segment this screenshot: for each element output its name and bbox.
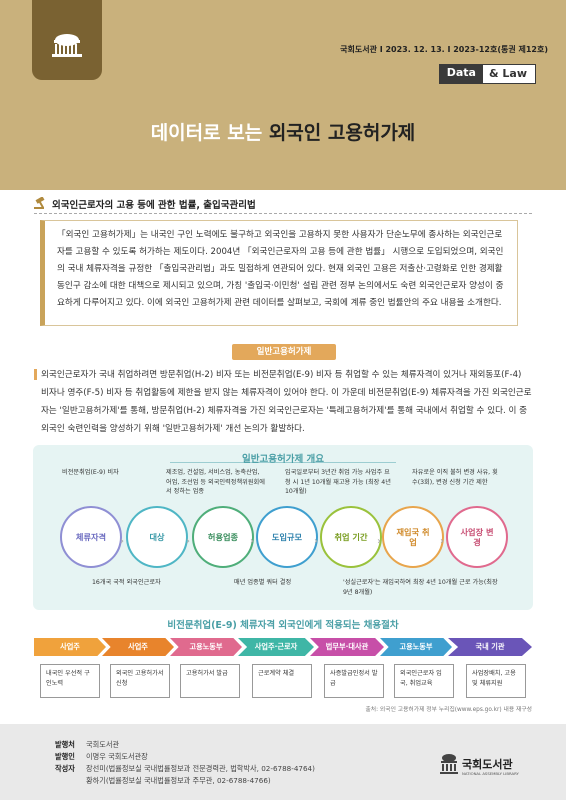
- step-3: 고용노동부: [170, 638, 242, 656]
- body-text: 외국인근로자가 국내 취업하려면 방문취업(H-2) 비자 또는 비전문취업(E…: [41, 370, 532, 434]
- note-change: 자유로운 이직 불허 변경 사유, 횟수(3회), 변경 신청 기간 제한: [412, 469, 498, 486]
- step-5: 법무부·대사관: [310, 638, 384, 656]
- step-desc-7: 사업장배치, 고용 및 체류지원: [466, 664, 526, 698]
- divider: [34, 213, 532, 214]
- footer-label-author: 작성자: [55, 764, 75, 773]
- overview-title-line: [170, 462, 396, 463]
- circle-industries: 허용업종: [194, 508, 252, 566]
- note-16-countries: 16개국 국적 외국인근로자: [92, 579, 161, 586]
- arrow-icon: ›: [250, 536, 254, 547]
- section-heading-text: 외국인근로자의 고용 등에 관한 법률, 출입국관리법: [52, 200, 256, 211]
- footer-label-publisher: 발행처: [55, 740, 75, 749]
- library-name-en: NATIONAL ASSEMBLY LIBRARY: [462, 771, 519, 776]
- title-main: 외국인 고용허가제: [268, 122, 416, 144]
- circle-status: 체류자격: [62, 508, 120, 566]
- circle-workplace-change: 사업장 변경: [448, 508, 506, 566]
- footer-value-author-1: 장선미(법률정보실 국내법률정보과 전문경력관, 법학박사, 02-6788-4…: [86, 764, 315, 773]
- circle-period: 취업 기간: [322, 508, 380, 566]
- footer-label-issuer: 발행인: [55, 752, 75, 761]
- section-heading-laws: 외국인근로자의 고용 등에 관한 법률, 출입국관리법: [34, 197, 256, 211]
- badge-data: Data: [438, 64, 482, 84]
- footer-value-author-2: 황하기(법률정보실 국내법률정보과 주무관, 02-6788-4766): [86, 776, 271, 785]
- step-4: 사업주·근로자: [238, 638, 314, 656]
- library-name: 국회도서관: [462, 758, 513, 771]
- note-sincere-worker: '성실근로자'는 재입국하여 최장 4년 10개월 근로 가능(최장 9년 8개…: [343, 579, 498, 596]
- footer: [0, 724, 566, 800]
- circle-reentry: 재입국 취업: [384, 508, 442, 566]
- footer-value-issuer: 이명우 국회도서관장: [86, 752, 148, 761]
- data-law-badge: Data & Law: [438, 64, 536, 84]
- note-period: 입국일로부터 3년간 취업 가능 사업주 요청 시 1년 10개월 재고용 가능…: [285, 469, 391, 495]
- note-status: 비전문취업(E-9) 비자: [62, 469, 119, 476]
- note-annual-quota: 매년 업종별 쿼터 결정: [234, 579, 292, 586]
- arrow-icon: ›: [377, 536, 381, 547]
- footer-value-publisher: 국회도서관: [86, 740, 120, 749]
- step-desc-1: 내국인 우선적 구인노력: [40, 664, 100, 698]
- overview-title: 일반고용허가제 개요: [242, 454, 324, 465]
- step-6: 고용노동부: [380, 638, 452, 656]
- intro-box: 「외국인 고용허가제」는 내국인 구인 노력에도 불구하고 외국인을 고용하지 …: [40, 220, 518, 326]
- source-note: 출처: 외국인 고용허가제 정부 누리집(www.eps.go.kr) 내용 재…: [365, 707, 532, 713]
- gavel-icon: [34, 197, 45, 209]
- page-title: 데이터로 보는 외국인 고용허가제: [0, 118, 566, 145]
- step-2: 사업주: [102, 638, 174, 656]
- assembly-building-icon: [52, 34, 82, 57]
- step-7: 국내 기관: [448, 638, 532, 656]
- publication-info: 국회도서관 I 2023. 12. 13. I 2023-12호(통권 제12호…: [340, 45, 548, 54]
- arrow-icon: ›: [186, 536, 190, 547]
- badge-law: & Law: [481, 64, 536, 84]
- title-prefix: 데이터로 보는: [150, 122, 269, 144]
- arrow-icon: ›: [314, 536, 318, 547]
- step-1: 사업주: [34, 638, 106, 656]
- general-permit-pill: 일반고용허가제: [232, 344, 336, 360]
- step-desc-6: 외국인근로자 입국, 취업교육: [394, 664, 454, 698]
- body-paragraph: 외국인근로자가 국내 취업하려면 방문취업(H-2) 비자 또는 비전문취업(E…: [34, 366, 532, 438]
- arrow-icon: ›: [120, 536, 124, 547]
- step-desc-4: 근로계약 체결: [252, 664, 312, 698]
- step-desc-2: 외국인 고용허가서 신청: [110, 664, 170, 698]
- note-industries: 제조업, 건설업, 서비스업, 농축산업, 어업, 조선업 등 외국인력정책위원…: [166, 469, 265, 495]
- circle-quota: 도입규모: [258, 508, 316, 566]
- circle-target: 대상: [128, 508, 186, 566]
- step-desc-5: 사증발급인정서 발급: [324, 664, 384, 698]
- library-logo-icon: [440, 754, 458, 774]
- step-desc-3: 고용허가서 발급: [180, 664, 240, 698]
- process-title: 비전문취업(E-9) 체류자격 외국인에게 적용되는 채용절차: [167, 620, 399, 631]
- assembly-logo: [32, 0, 102, 80]
- arrow-icon: ›: [440, 536, 444, 547]
